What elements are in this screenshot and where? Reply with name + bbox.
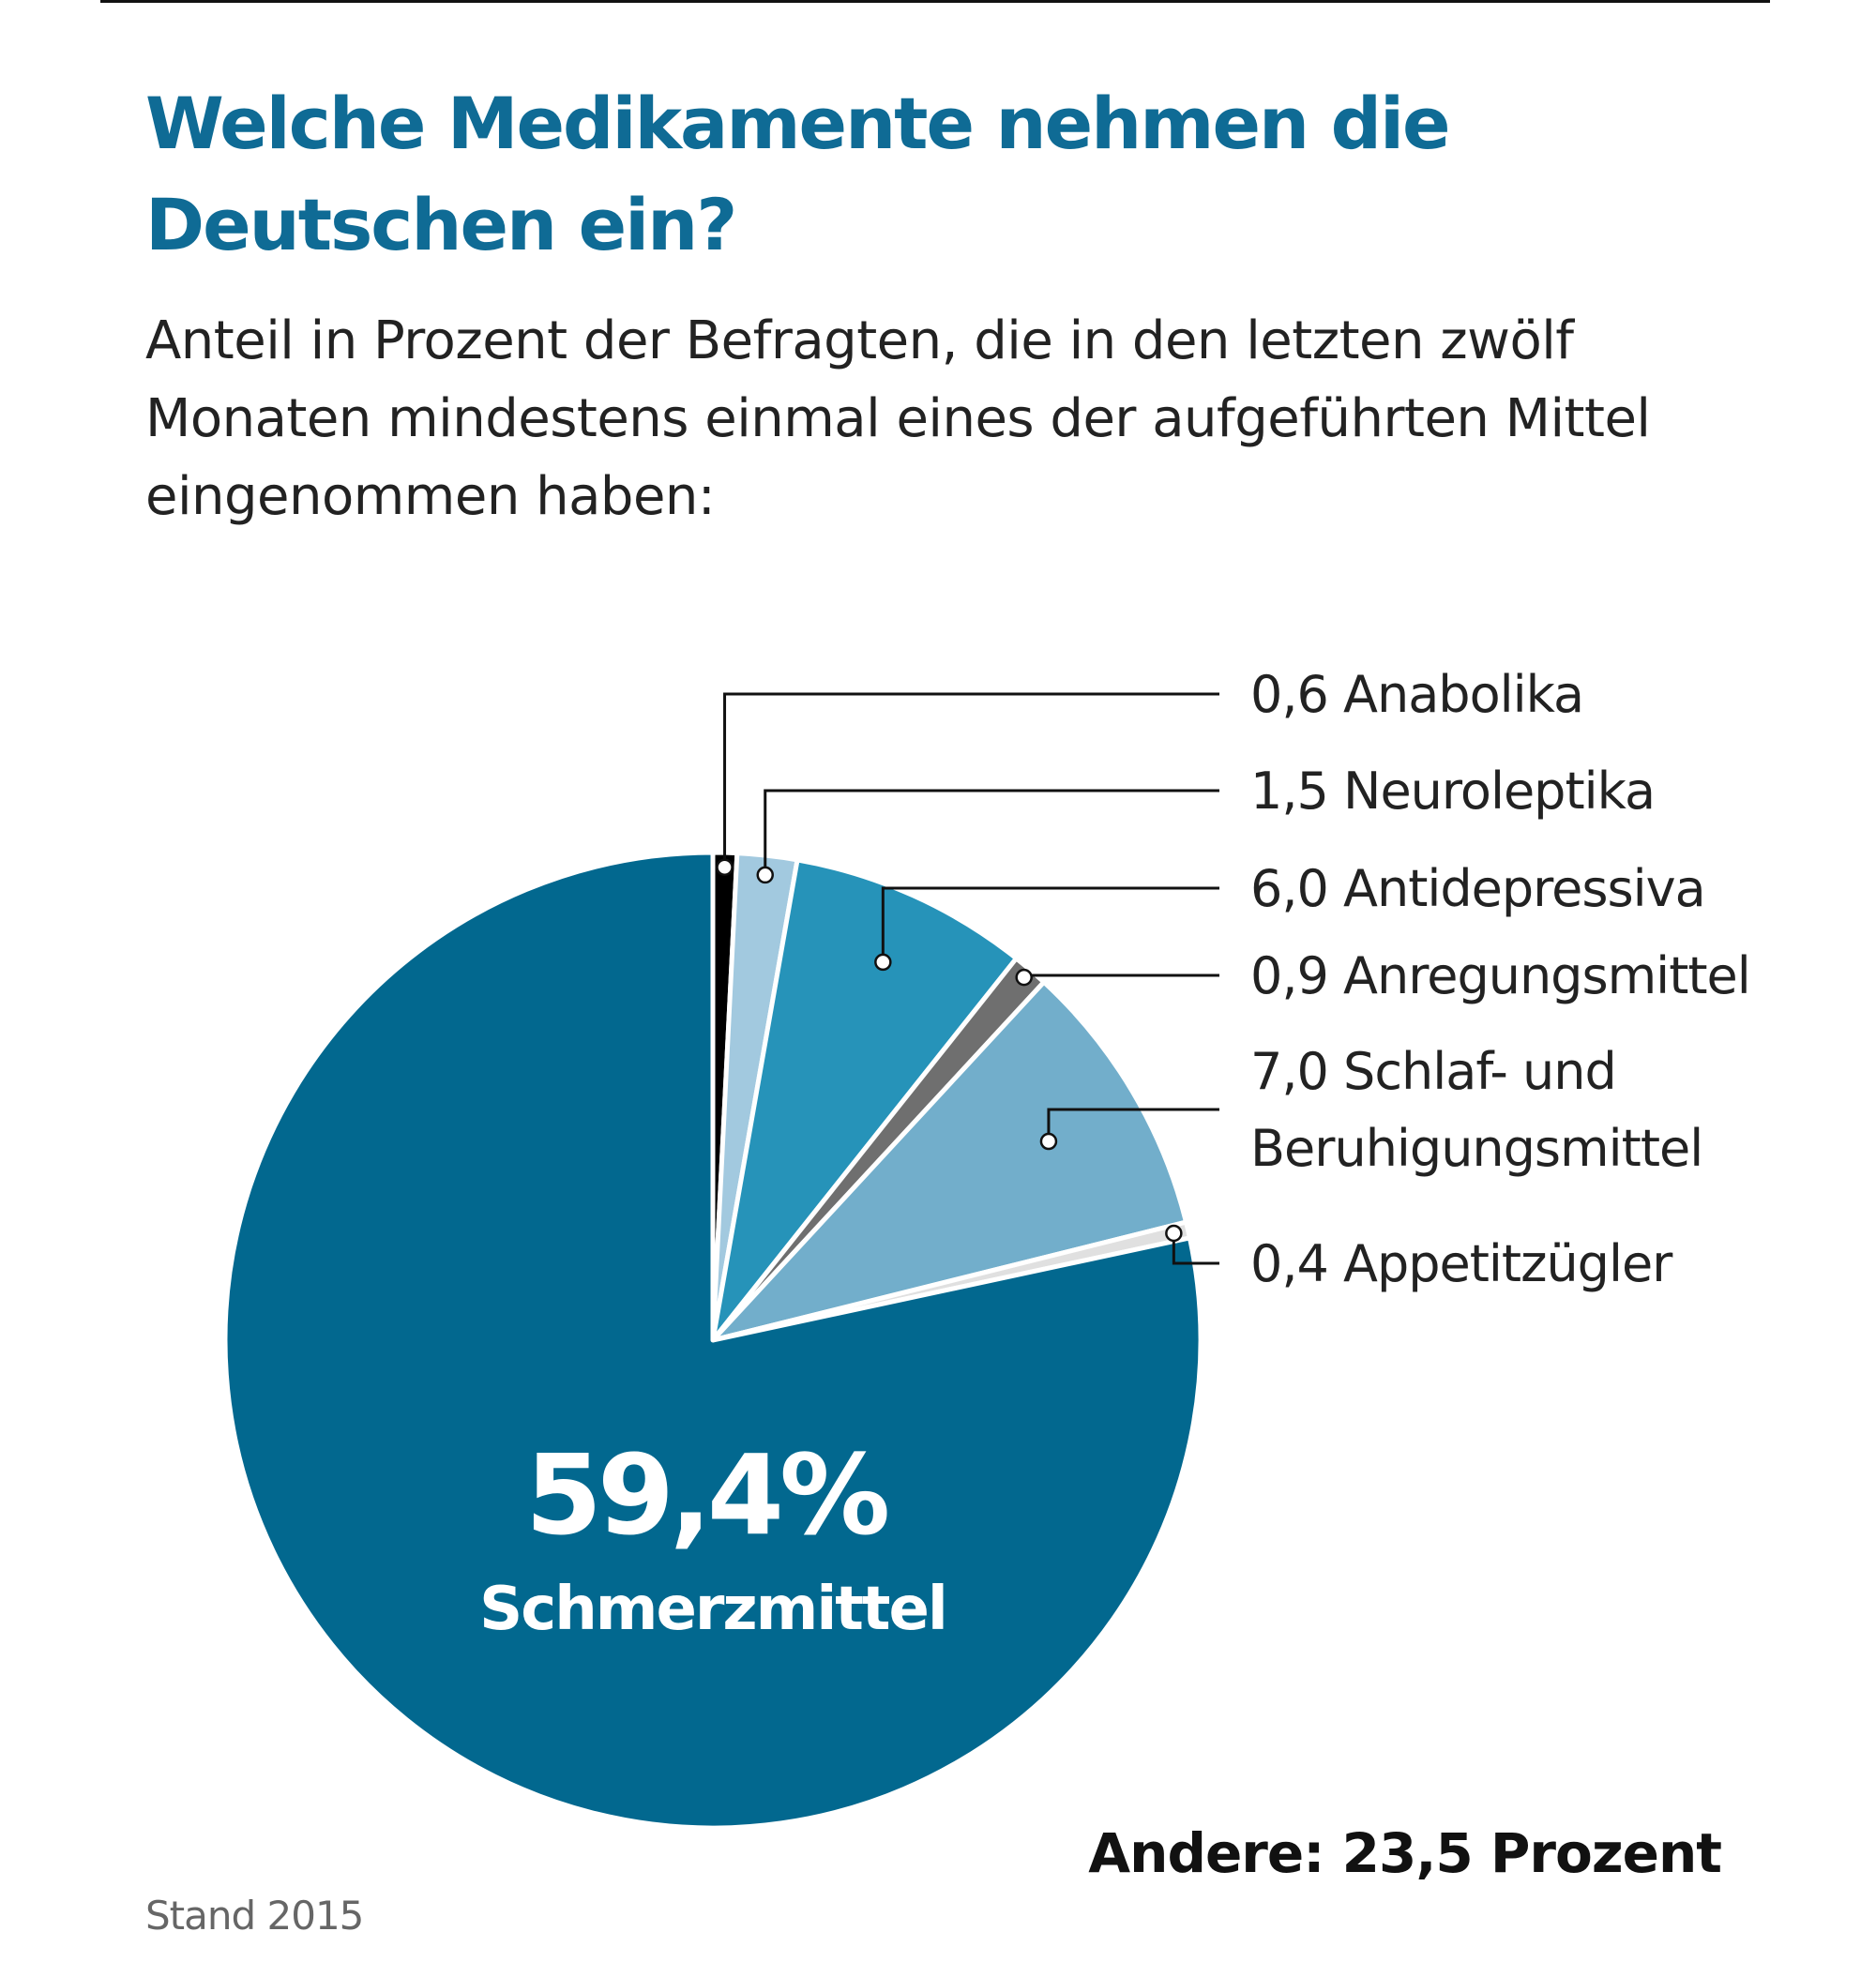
source-note: Stand 2015 xyxy=(145,1893,364,1939)
leader-dot xyxy=(716,858,734,877)
slice-label: 7,0 Schlaf- und xyxy=(1250,1042,1616,1101)
slice-label: 1,5 Neuroleptika xyxy=(1250,762,1655,821)
leader-line xyxy=(881,886,1219,962)
slice-label: 0,6 Anabolika xyxy=(1250,665,1583,724)
main-slice-value: 59,4% xyxy=(525,1430,887,1560)
pie-slice xyxy=(222,850,1203,1831)
other-note: Andere: 23,5 Prozent xyxy=(1088,1821,1722,1885)
leader-dot xyxy=(874,953,892,972)
slice-label: 0,9 Anregungsmittel xyxy=(1250,946,1750,1005)
top-rule xyxy=(100,0,1770,3)
leader-dot xyxy=(1039,1132,1058,1151)
slice-label: 6,0 Antidepressiva xyxy=(1250,859,1705,918)
leader-dot xyxy=(756,866,774,884)
leader-line xyxy=(723,692,1219,868)
pie-slice xyxy=(710,857,1019,1343)
leader-line xyxy=(1047,1108,1219,1142)
leader-dot xyxy=(1015,968,1033,987)
main-slice-label: Schmerzmittel xyxy=(479,1575,946,1644)
slice-label: 0,4 Appetitzügler xyxy=(1250,1234,1673,1293)
leader-dot xyxy=(1165,1224,1183,1243)
chart-title: Welche Medikamente nehmen die Deutschen … xyxy=(145,82,1451,266)
chart-subtitle: Anteil in Prozent der Befragten, die in … xyxy=(145,310,1651,527)
leader-line xyxy=(1172,1233,1219,1265)
leader-line xyxy=(764,789,1219,875)
slice-label: Beruhigungsmittel xyxy=(1250,1119,1702,1178)
leader-line xyxy=(1022,973,1219,978)
